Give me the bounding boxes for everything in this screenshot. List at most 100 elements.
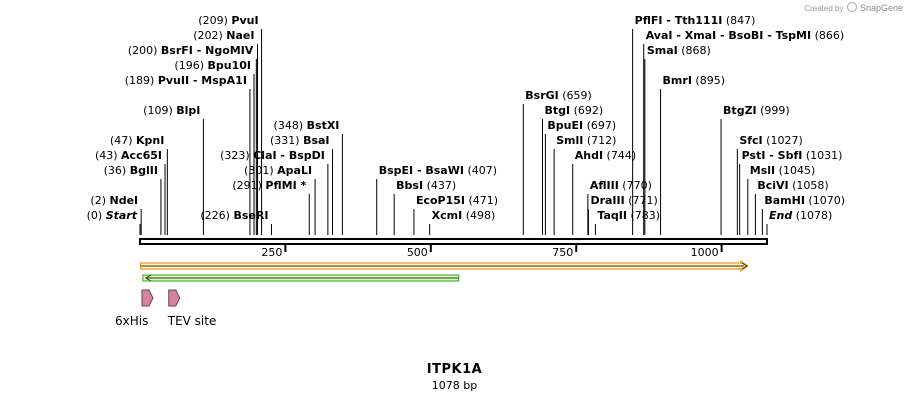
cut-site-label[interactable]: (202) NaeI: [193, 29, 254, 42]
cut-site-label[interactable]: (109) BlpI: [143, 104, 200, 117]
cut-site-position: (783): [630, 209, 660, 222]
cut-site-leader-lines: [139, 29, 768, 235]
cut-site-position: (2): [90, 194, 106, 207]
cut-site-enzyme: BtgZI: [723, 104, 757, 117]
cut-site-label[interactable]: SmlI (712): [556, 134, 616, 147]
cut-site-position: (697): [587, 119, 617, 132]
cut-site-enzyme: ApaLI: [277, 164, 312, 177]
cut-site-position: (47): [110, 134, 133, 147]
ruler-tick-label: 1000: [691, 246, 719, 259]
cut-site-label[interactable]: BmrI (895): [663, 74, 725, 87]
backbone-strand: [139, 238, 768, 245]
cut-site-label[interactable]: BtgZI (999): [723, 104, 790, 117]
cut-site-label[interactable]: (2) NdeI: [90, 194, 138, 207]
feature-glyph[interactable]: [168, 289, 181, 307]
cut-site-label[interactable]: DraIII (771): [590, 194, 657, 207]
orf-arrowhead: [741, 262, 748, 270]
cut-site-label[interactable]: (226) BseRI: [200, 209, 268, 222]
cut-site-enzyme: End: [769, 209, 792, 222]
cut-site-enzyme: BmrI: [663, 74, 692, 87]
cut-site-position: (1045): [779, 164, 816, 177]
cut-site-position: (36): [104, 164, 127, 177]
primer-arrow[interactable]: [142, 274, 460, 282]
cut-site-position: (226): [200, 209, 230, 222]
cut-site-position: (1058): [792, 179, 829, 192]
cut-site-enzyme: DraIII: [590, 194, 624, 207]
cut-site-position: (202): [193, 29, 223, 42]
cut-site-enzyme: BtgI: [544, 104, 570, 117]
cut-site-label[interactable]: BamHI (1070): [764, 194, 845, 207]
cut-site-label[interactable]: (301) ApaLI: [244, 164, 312, 177]
cut-site-label[interactable]: BtgI (692): [544, 104, 603, 117]
ruler-tick-label: 250: [261, 246, 282, 259]
cut-site-position: (196): [174, 59, 204, 72]
cut-site-position: (189): [125, 74, 155, 87]
cut-site-position: (109): [143, 104, 173, 117]
cut-site-position: (712): [587, 134, 617, 147]
cut-site-label[interactable]: BsrGI (659): [525, 89, 592, 102]
cut-site-label[interactable]: (291) PflMI *: [232, 179, 306, 192]
cut-site-enzyme: TaqII: [597, 209, 627, 222]
cut-site-label[interactable]: BciVI (1058): [757, 179, 828, 192]
cut-site-label[interactable]: (47) KpnI: [110, 134, 164, 147]
cut-site-position: (771): [628, 194, 658, 207]
cut-site-label[interactable]: PstI - SbfI (1031): [742, 149, 843, 162]
cut-site-enzyme: BamHI: [764, 194, 805, 207]
cut-site-label[interactable]: AvaI - XmaI - BsoBI - TspMI (866): [646, 29, 845, 42]
cut-site-label[interactable]: End (1078): [769, 209, 832, 222]
cut-site-position: (348): [274, 119, 304, 132]
cut-site-label[interactable]: (323) ClaI - BspDI: [220, 149, 325, 162]
cut-site-enzyme: BsrGI: [525, 89, 558, 102]
cut-site-label[interactable]: BbsI (437): [396, 179, 456, 192]
cut-site-position: (866): [815, 29, 845, 42]
cut-site-label[interactable]: (200) BsrFI - NgoMIV: [128, 44, 254, 57]
cut-site-label[interactable]: (0) Start: [87, 209, 138, 222]
cut-site-label[interactable]: XcmI (498): [432, 209, 496, 222]
cut-site-label[interactable]: (189) PvuII - MspA1I: [125, 74, 247, 87]
cut-site-position: (744): [607, 149, 637, 162]
credit-brand: SnapGene: [859, 3, 903, 13]
snapgene-logo-icon: [846, 2, 857, 12]
cut-site-label[interactable]: BpuEI (697): [547, 119, 616, 132]
feature-glyphs[interactable]: [141, 289, 181, 307]
cut-site-label[interactable]: EcoP15I (471): [416, 194, 498, 207]
cut-site-enzyme: AhdI: [575, 149, 603, 162]
cut-site-enzyme: BstXI: [307, 119, 340, 132]
sequence-backbone: [139, 238, 768, 245]
cut-site-label[interactable]: TaqII (783): [597, 209, 660, 222]
cut-site-label[interactable]: (36) BglII: [104, 164, 158, 177]
cut-site-position: (291): [232, 179, 262, 192]
cut-site-label[interactable]: MslI (1045): [750, 164, 815, 177]
cut-site-label[interactable]: (43) Acc65I: [95, 149, 162, 162]
feature-glyph[interactable]: [141, 289, 154, 307]
cut-site-position: (1027): [766, 134, 803, 147]
cut-site-enzyme: BsrFI - NgoMIV: [161, 44, 254, 57]
cut-site-label[interactable]: (348) BstXI: [274, 119, 340, 132]
cut-site-position: (692): [574, 104, 604, 117]
cut-site-position: (301): [244, 164, 274, 177]
cut-site-enzyme: SmaI: [647, 44, 678, 57]
cut-site-position: (323): [220, 149, 250, 162]
cut-site-label[interactable]: BspEI - BsaWI (407): [379, 164, 497, 177]
cut-site-enzyme: NdeI: [110, 194, 139, 207]
cut-site-label[interactable]: (209) PvuI: [198, 14, 258, 27]
ruler-tick-label: 500: [407, 246, 428, 259]
cut-site-enzyme: NaeI: [226, 29, 254, 42]
cut-site-enzyme: KpnI: [136, 134, 164, 147]
cut-site-label[interactable]: (331) BsaI: [270, 134, 330, 147]
cut-site-enzyme: SmlI: [556, 134, 583, 147]
cut-site-label[interactable]: (196) Bpu10I: [174, 59, 251, 72]
cut-site-enzyme: Bpu10I: [208, 59, 252, 72]
cut-site-position: (407): [467, 164, 497, 177]
cut-site-enzyme: BglII: [130, 164, 158, 177]
cut-site-position: (847): [726, 14, 756, 27]
cut-site-label[interactable]: AhdI (744): [575, 149, 636, 162]
cut-site-position: (498): [466, 209, 496, 222]
orf-arrow[interactable]: [139, 259, 749, 273]
cut-site-label[interactable]: PflFI - Tth111I (847): [635, 14, 756, 27]
cut-site-label[interactable]: SmaI (868): [647, 44, 711, 57]
cut-site-label[interactable]: SfcI (1027): [739, 134, 802, 147]
cut-site-position: (43): [95, 149, 118, 162]
cut-site-label[interactable]: AflIII (770): [590, 179, 652, 192]
